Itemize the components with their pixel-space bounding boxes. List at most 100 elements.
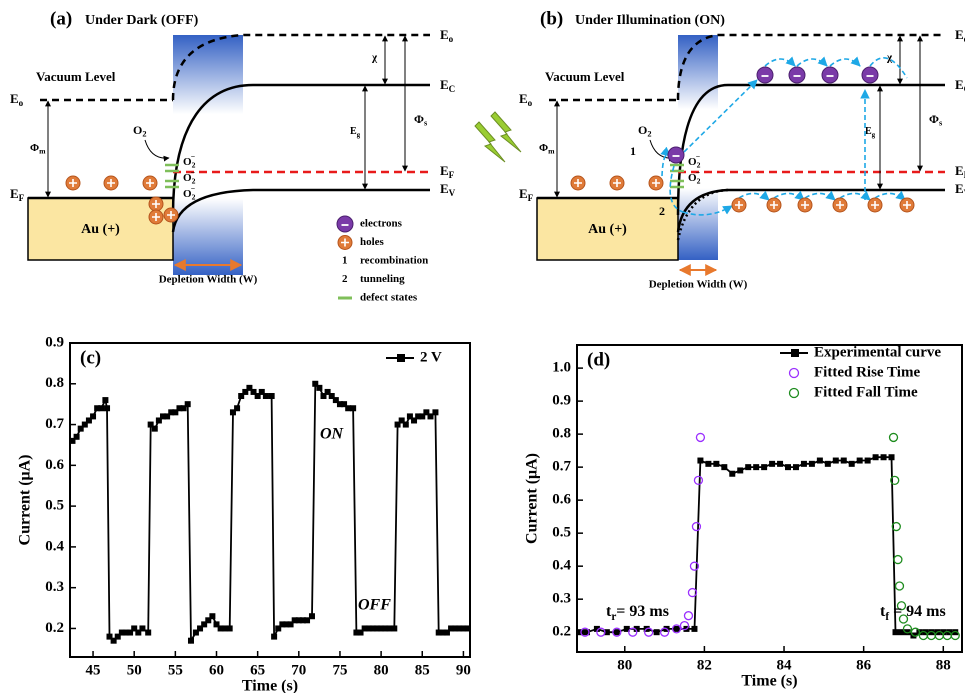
label-main: O — [638, 123, 647, 137]
label-main: E — [440, 181, 449, 196]
label-sup: − — [191, 152, 195, 161]
data-point — [614, 629, 620, 635]
conduction-band — [678, 85, 945, 215]
label-rest: = 93 ms — [616, 603, 669, 620]
y-axis-title: Current (μA) — [17, 455, 34, 546]
label-sub: o — [449, 34, 454, 44]
x-tick-label: 88 — [936, 657, 951, 673]
label: 1 — [342, 255, 348, 267]
label: Φm — [30, 142, 46, 156]
data-point — [691, 626, 697, 632]
x-tick-label: 84 — [777, 657, 793, 673]
label: 1 — [630, 144, 636, 158]
carrier-path — [830, 59, 860, 66]
data-point — [729, 471, 735, 477]
data-point — [269, 393, 275, 399]
data-point — [793, 464, 799, 470]
panel-label: (c) — [80, 347, 101, 368]
label: electrons — [360, 218, 403, 230]
data-point — [654, 629, 660, 635]
page: {"diagrams": [ {"label": "(a)", "title":… — [0, 0, 965, 693]
data-point — [761, 464, 767, 470]
carrier-path — [765, 59, 795, 66]
data-point — [98, 405, 104, 411]
vacuum-level — [678, 35, 945, 100]
y-tick-label: 1.0 — [552, 360, 571, 376]
data-point — [777, 461, 783, 467]
label-main: E — [519, 186, 528, 201]
data-point — [873, 454, 879, 460]
y-tick-label: 0.8 — [45, 375, 64, 391]
data-point — [809, 461, 815, 467]
label: Eg — [350, 126, 361, 138]
label: 2 — [342, 273, 348, 285]
label: Vacuum Level — [545, 69, 625, 84]
y-tick-label: 0.8 — [552, 426, 571, 442]
data-point — [391, 625, 397, 631]
label: EC — [440, 77, 455, 94]
label: Φm — [539, 142, 555, 156]
label-sub: 2 — [142, 130, 146, 139]
data-point — [152, 426, 158, 432]
label-main: Φ — [414, 112, 424, 126]
data-point — [737, 467, 743, 473]
x-tick-label: 60 — [209, 662, 224, 678]
label: (a) — [50, 8, 72, 29]
label-sup: − — [696, 152, 700, 161]
data-point — [692, 523, 700, 531]
label-sub: 2 — [192, 192, 196, 201]
data-point — [74, 434, 80, 440]
data-point — [316, 385, 322, 391]
label: O2 — [638, 123, 652, 139]
label: EF — [440, 163, 455, 180]
label-main: E — [440, 27, 449, 42]
panel-label: (d) — [587, 349, 610, 370]
electron — [757, 67, 773, 83]
label-sub: V — [449, 188, 456, 198]
data-point — [721, 464, 727, 470]
data-point — [895, 582, 903, 590]
data-point — [849, 461, 855, 467]
data-point — [403, 422, 409, 428]
label: tf = 94 ms — [880, 603, 946, 623]
label: Au (+) — [81, 222, 120, 237]
y-tick-label: 0.5 — [552, 525, 571, 541]
label-main: E — [955, 163, 964, 178]
label-main: E — [10, 91, 19, 106]
label-main: E — [519, 91, 528, 106]
x-tick-label: 90 — [456, 662, 471, 678]
plot-frame — [70, 343, 470, 657]
legend-marker — [790, 389, 799, 398]
data-point — [753, 464, 759, 470]
x-axis-title: Time (s) — [741, 673, 797, 690]
electron — [337, 216, 353, 232]
label-main: Φ — [929, 112, 939, 126]
label: tr= 93 ms — [606, 603, 669, 623]
label-sub: 2 — [697, 176, 701, 185]
x-tick-label: 65 — [250, 662, 265, 678]
data-point — [145, 630, 151, 636]
label: EV — [955, 181, 965, 198]
label-main: Φ — [30, 142, 39, 154]
label-main: E — [955, 27, 964, 42]
y-tick-label: 0.2 — [552, 624, 571, 640]
legend-label: Fitted Rise Time — [814, 364, 920, 380]
data-point — [865, 458, 871, 464]
y-tick-label: 0.7 — [45, 416, 64, 432]
data-point — [139, 625, 145, 631]
data-point — [309, 613, 315, 619]
data-point — [696, 433, 704, 441]
label: Φs — [414, 112, 428, 128]
data-point — [825, 461, 831, 467]
y-tick-label: 0.9 — [552, 393, 571, 409]
label-main: E — [10, 186, 19, 201]
label-sub: o — [528, 98, 533, 108]
electron — [822, 67, 838, 83]
label: EF — [519, 186, 534, 203]
x-tick-label: 75 — [332, 662, 347, 678]
label-sub: s — [939, 119, 943, 128]
y-tick-label: 0.4 — [552, 558, 571, 574]
x-tick-label: 86 — [856, 657, 872, 673]
y-tick-label: 0.4 — [45, 538, 64, 554]
x-tick-label: 80 — [374, 662, 389, 678]
